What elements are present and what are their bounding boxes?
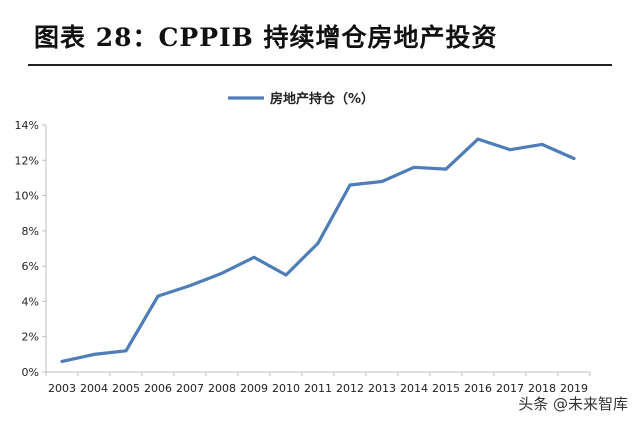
x-tick-label: 2007 <box>176 382 204 395</box>
chart-legend: 房地产持仓（%） <box>228 91 374 107</box>
x-tick-label: 2005 <box>112 382 140 395</box>
data-point <box>572 157 576 160</box>
y-tick-label: 2% <box>22 331 39 344</box>
x-tick-label: 2014 <box>400 382 428 395</box>
x-tick-label: 2009 <box>240 382 268 395</box>
x-tick-label: 2016 <box>464 382 492 395</box>
chart-series <box>60 137 576 363</box>
chart-axes: 0% 2% 4% 6% 8% 10% 12% 14% 2003 2004 2005 2006 2007 2… <box>15 119 591 395</box>
x-tick-label: 2004 <box>80 382 108 395</box>
x-tick-label: 2008 <box>208 382 236 395</box>
data-point <box>124 349 128 353</box>
y-tick-label: 8% <box>22 225 39 238</box>
x-tick-label: 2013 <box>368 382 396 395</box>
x-tick-label: 2011 <box>304 382 332 395</box>
y-tick-label: 6% <box>22 260 39 273</box>
x-tick-label: 2015 <box>432 382 460 395</box>
data-point <box>220 271 224 275</box>
x-tick-label: 2012 <box>336 382 364 395</box>
y-tick-label: 12% <box>15 154 39 167</box>
data-point <box>508 148 512 152</box>
figure-title: 图表 28：CPPIB 持续增仓房地产投资 <box>34 23 498 52</box>
data-point <box>316 241 320 245</box>
x-tick-label: 2018 <box>528 382 556 395</box>
data-point <box>444 167 448 171</box>
x-tick-label: 2010 <box>272 382 300 395</box>
y-tick-label: 4% <box>22 295 39 308</box>
y-tick-label: 0% <box>22 366 39 379</box>
x-tick-label: 2017 <box>496 382 524 395</box>
data-point <box>60 360 64 363</box>
x-tick-label: 2006 <box>144 382 172 395</box>
y-tick-label: 14% <box>15 119 39 132</box>
data-point <box>380 180 384 183</box>
data-point <box>92 352 96 356</box>
title-rule <box>28 64 612 66</box>
watermark: 头条 @未来智库 <box>518 395 628 413</box>
x-tick-label: 2019 <box>560 382 588 395</box>
series-line <box>60 137 576 363</box>
data-point <box>252 255 256 259</box>
y-tick-label: 10% <box>15 190 39 203</box>
data-point <box>540 143 544 146</box>
x-tick-label: 2003 <box>48 382 76 395</box>
data-point <box>156 294 160 298</box>
legend-label: 房地产持仓（%） <box>270 91 374 107</box>
data-point <box>188 284 192 287</box>
data-point <box>284 273 288 277</box>
data-point <box>476 137 480 141</box>
data-point <box>348 183 352 187</box>
data-point <box>412 165 416 169</box>
